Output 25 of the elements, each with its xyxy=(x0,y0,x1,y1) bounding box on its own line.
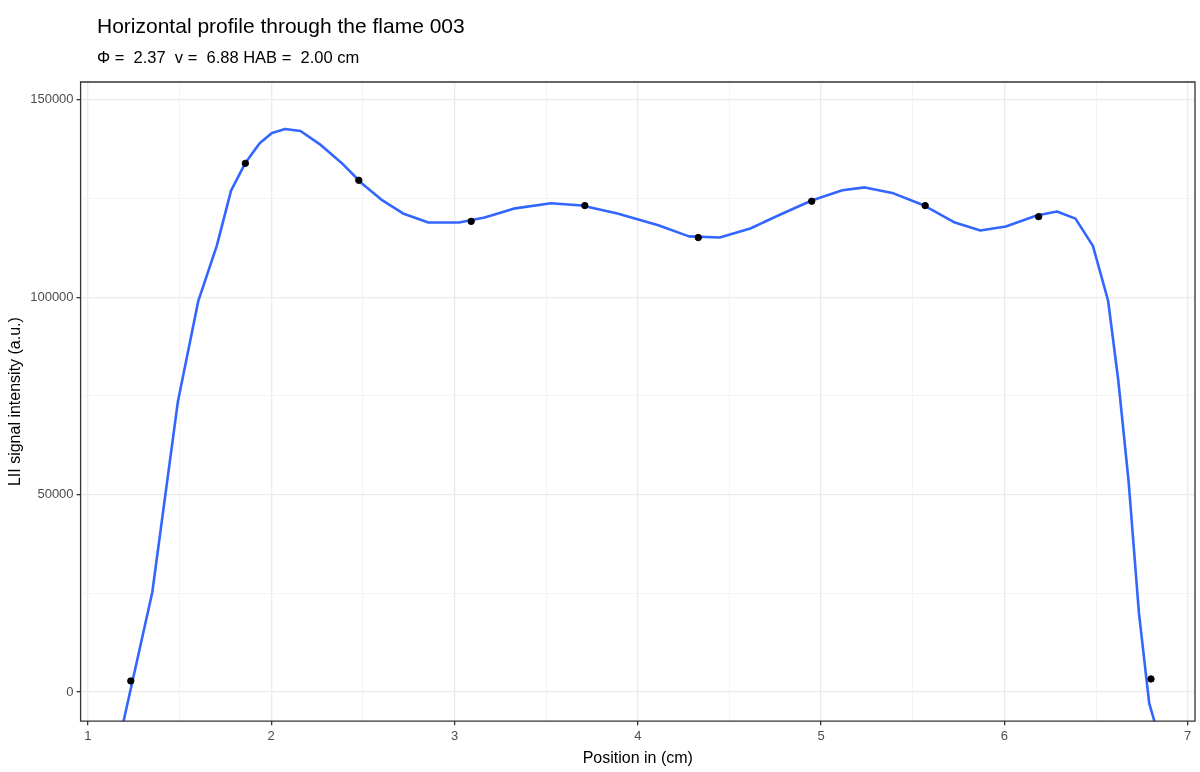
y-tick-label: 50000 xyxy=(37,486,74,502)
point xyxy=(921,201,929,210)
point xyxy=(241,159,250,168)
point xyxy=(1147,675,1155,683)
x-tick-label: 6 xyxy=(1000,727,1008,743)
x-tick-label: 5 xyxy=(817,727,825,743)
point xyxy=(355,176,363,185)
y-tick-label: 100000 xyxy=(30,288,74,304)
chart-subtitle: Φ = 2.37 v = 6.88 HAB = 2.00 cm xyxy=(97,48,360,67)
x-tick-label: 7 xyxy=(1184,727,1192,743)
point xyxy=(581,201,589,210)
point xyxy=(127,677,135,685)
point xyxy=(1034,212,1043,221)
point xyxy=(808,197,816,205)
x-tick-label: 2 xyxy=(267,727,275,743)
chart-title: Horizontal profile through the flame 003 xyxy=(97,14,465,38)
y-tick-label: 150000 xyxy=(30,91,74,107)
point xyxy=(467,217,475,226)
x-tick-label: 4 xyxy=(634,727,642,743)
y-axis-title: LII signal intensity (a.u.) xyxy=(6,317,24,487)
x-tick-label: 3 xyxy=(450,727,459,743)
x-tick-label: 1 xyxy=(84,727,92,743)
y-tick-label: 0 xyxy=(66,683,74,699)
point xyxy=(694,233,702,242)
x-axis-title: Position in (cm) xyxy=(582,748,693,766)
